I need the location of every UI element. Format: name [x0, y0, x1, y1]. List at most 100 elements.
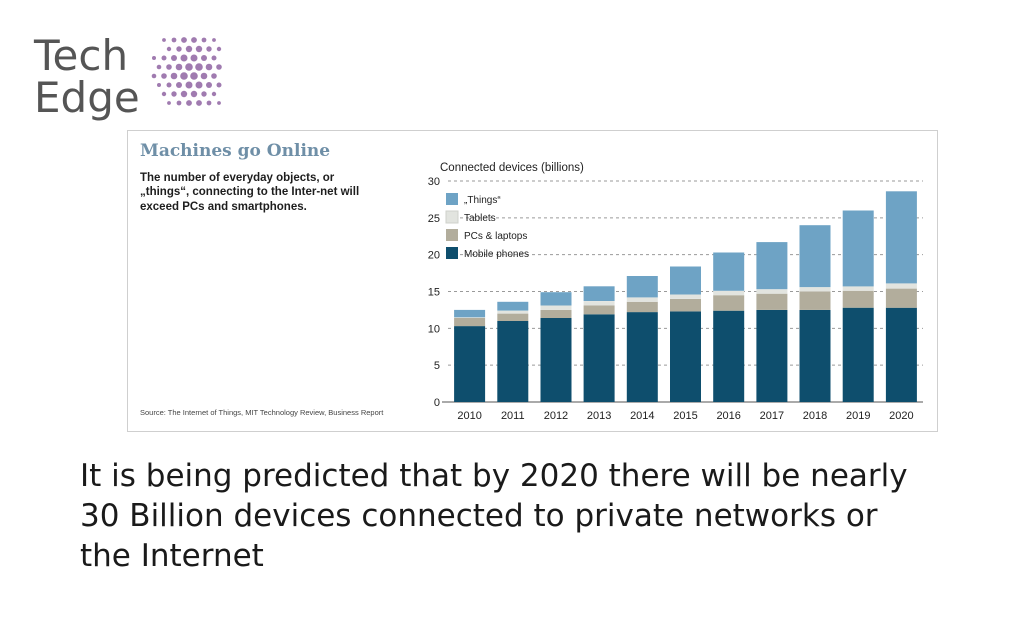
logo-dot	[185, 63, 193, 71]
legend-swatch	[445, 210, 459, 224]
logo-dot	[170, 72, 178, 80]
bar-pcs-laptops-2015	[670, 298, 701, 312]
bar-tablets-2014	[626, 297, 658, 302]
bar-things-2010	[454, 309, 486, 318]
logo-dot	[201, 91, 207, 97]
bar-tablets-2012	[540, 305, 572, 310]
logo-dot	[180, 72, 188, 80]
logo-dot	[171, 55, 177, 61]
bar-tablets-2016	[713, 290, 745, 296]
bar-mobile-phones-2011	[497, 321, 529, 402]
logo-dot	[171, 91, 177, 97]
logo-dot	[185, 45, 193, 53]
x-tick-label: 2011	[501, 410, 525, 422]
logo-dot	[157, 83, 161, 87]
bar-tablets-2020	[885, 283, 917, 289]
bar-tablets-2019	[842, 286, 874, 291]
logo-dot	[206, 46, 212, 52]
logo-dot	[195, 81, 203, 89]
logo-dot	[176, 82, 182, 88]
chart-source: Source: The Internet of Things, MIT Tech…	[140, 408, 384, 417]
y-tick-label: 25	[428, 213, 440, 225]
logo-dot	[212, 38, 216, 42]
logo-dot	[166, 46, 172, 52]
logo-dot	[161, 91, 167, 97]
bar-tablets-2010	[454, 317, 486, 318]
bar-things-2012	[540, 292, 572, 306]
bar-tablets-2013	[583, 301, 615, 306]
legend-swatch	[446, 229, 458, 241]
legend-swatch	[446, 247, 458, 259]
bar-mobile-phones-2017	[756, 309, 788, 402]
logo-dot	[185, 81, 193, 89]
chart-subtitle: The number of everyday objects, or „thin…	[140, 172, 360, 213]
x-tick-label: 2018	[803, 410, 827, 422]
bar-things-2015	[670, 266, 701, 295]
legend-label: PCs & laptops	[464, 231, 527, 242]
logo-dot	[166, 64, 172, 70]
bar-things-2017	[756, 242, 788, 290]
y-tick-label: 15	[428, 287, 440, 299]
x-tick-label: 2010	[457, 410, 481, 422]
y-tick-label: 20	[428, 250, 440, 262]
logo-dot	[216, 82, 222, 88]
logo-dot	[167, 101, 171, 105]
logo-dot	[195, 45, 203, 53]
logo-dot	[217, 101, 221, 105]
bar-mobile-phones-2020	[885, 307, 917, 402]
logo-dot	[151, 73, 157, 79]
x-tick-label: 2012	[544, 410, 568, 422]
logo-dot	[166, 82, 172, 88]
logo-dot	[181, 37, 187, 43]
bar-things-2018	[799, 225, 831, 288]
logo-dot	[162, 38, 166, 42]
logo-dot	[176, 100, 182, 106]
chart-panel: Machines go Online The number of everyda…	[127, 130, 938, 432]
stacked-bar-chart: Connected devices (billions) 0 5 10 15 20 25 30…	[428, 162, 923, 422]
caption-line: 30 Billion devices connected to private …	[80, 498, 878, 534]
bar-tablets-2018	[799, 287, 831, 292]
caption-line: the Internet	[80, 538, 264, 574]
x-tick-label: 2014	[630, 410, 654, 422]
logo-dot	[152, 56, 156, 60]
y-tick-label: 30	[428, 176, 440, 188]
legend-label: Mobile phones	[464, 249, 529, 260]
x-tick-label: 2016	[716, 410, 740, 422]
logo-dot	[171, 37, 177, 43]
bar-mobile-phones-2012	[540, 318, 572, 402]
legend-swatch	[446, 193, 458, 205]
bar-things-2020	[885, 191, 917, 284]
bar-tablets-2017	[756, 289, 788, 294]
logo-dot	[211, 73, 217, 79]
logo-dot	[186, 100, 192, 106]
logo-dot	[176, 46, 182, 52]
logo-dot	[216, 46, 222, 52]
logo-dot	[205, 63, 213, 71]
bar-mobile-phones-2018	[799, 309, 831, 402]
legend-label: Tablets	[464, 213, 496, 224]
bar-pcs-laptops-2012	[540, 309, 572, 318]
logo-text-tech: Tech	[34, 31, 129, 80]
bar-pcs-laptops-2010	[454, 318, 486, 327]
logo-dot	[201, 55, 207, 61]
logo-dot	[201, 37, 207, 43]
y-tick-label: 0	[434, 397, 440, 409]
logo-dot	[190, 54, 198, 62]
caption-line: It is being predicted that by 2020 there…	[80, 458, 908, 494]
logo-dot	[216, 64, 222, 70]
logo-dot	[156, 64, 162, 70]
logo-dot	[196, 100, 202, 106]
bar-mobile-phones-2013	[583, 314, 615, 402]
logo-dot	[191, 37, 197, 43]
bar-things-2019	[842, 210, 874, 287]
bar-pcs-laptops-2014	[626, 301, 658, 313]
logo-dot	[206, 100, 212, 106]
logo-dot	[200, 72, 208, 80]
y-tick-label: 10	[428, 323, 440, 335]
bar-pcs-laptops-2016	[713, 295, 745, 311]
bar-mobile-phones-2016	[713, 310, 745, 402]
bar-tablets-2015	[670, 294, 701, 299]
bar-mobile-phones-2010	[454, 326, 486, 402]
x-tick-label: 2013	[587, 410, 611, 422]
logo-dot	[161, 55, 167, 61]
